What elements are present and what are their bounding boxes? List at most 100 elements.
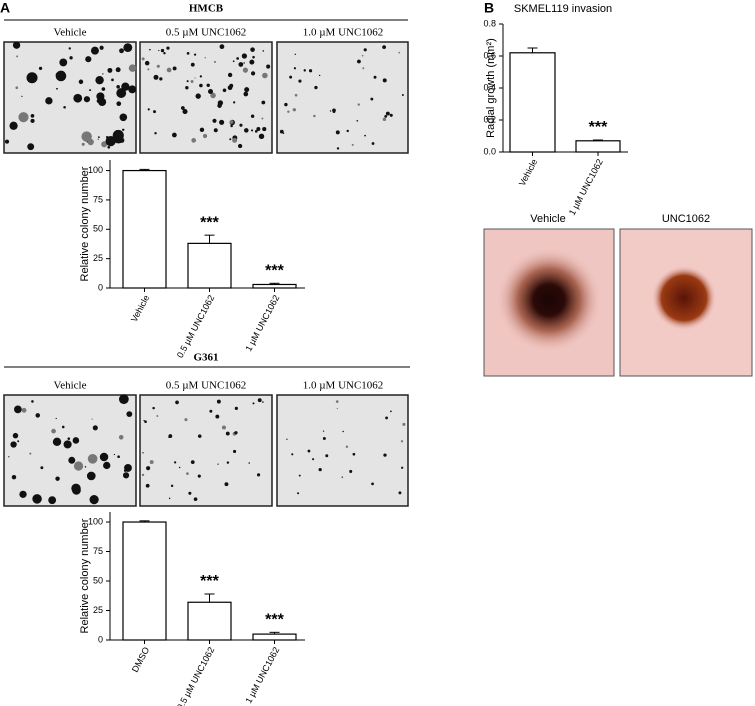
colony xyxy=(216,399,221,404)
colony xyxy=(96,92,105,101)
chart-title: SKMEL119 invasion xyxy=(514,3,612,15)
colony xyxy=(229,120,234,124)
column-label: 1.0 µM UNC1062 xyxy=(303,27,384,39)
colony xyxy=(233,101,236,104)
colony xyxy=(55,72,61,78)
y-tick-label: 0.4 xyxy=(483,82,496,92)
colony xyxy=(318,74,321,77)
colony xyxy=(213,60,217,64)
colony xyxy=(390,410,392,413)
colony xyxy=(159,77,163,81)
colony xyxy=(190,62,195,67)
colony xyxy=(40,466,44,470)
colony xyxy=(8,456,10,458)
colony xyxy=(113,453,115,456)
colony xyxy=(56,87,58,90)
x-tick-label: 1 µM UNC1062 xyxy=(243,645,281,705)
colony xyxy=(212,118,217,123)
colony xyxy=(175,400,179,405)
colony xyxy=(9,121,18,130)
colony xyxy=(400,440,404,443)
colony xyxy=(257,398,262,403)
colony xyxy=(190,79,194,83)
colony xyxy=(297,492,300,495)
colony xyxy=(254,129,258,133)
significance: *** xyxy=(200,573,219,590)
colony xyxy=(199,83,203,88)
colony xyxy=(314,85,318,90)
colony xyxy=(336,147,340,150)
colony xyxy=(86,471,96,481)
colony xyxy=(401,466,404,469)
colony xyxy=(115,67,121,73)
colony xyxy=(383,453,387,457)
bar xyxy=(252,283,297,289)
colony xyxy=(303,69,306,72)
colony xyxy=(51,428,56,434)
colony xyxy=(204,57,207,59)
colony-image xyxy=(139,41,273,154)
colony xyxy=(118,394,129,405)
colony xyxy=(99,45,104,50)
bar xyxy=(509,52,556,153)
column-label: 1.0 µM UNC1062 xyxy=(303,380,384,392)
colony xyxy=(111,78,114,82)
column-label: 0.5 µM UNC1062 xyxy=(166,380,247,392)
colony xyxy=(73,93,83,103)
y-axis-label: Radial growth (mm²) xyxy=(485,38,497,138)
significance: *** xyxy=(589,119,608,136)
colony xyxy=(190,460,195,465)
colony xyxy=(68,47,71,50)
colony xyxy=(244,128,249,133)
colony xyxy=(45,97,53,105)
colony xyxy=(147,68,150,71)
colony xyxy=(186,51,190,55)
colony xyxy=(243,91,249,97)
colony xyxy=(119,113,128,122)
colony xyxy=(128,85,137,94)
colony xyxy=(83,96,91,103)
colony xyxy=(342,430,344,433)
colony xyxy=(229,83,234,88)
colony xyxy=(357,103,360,106)
colony xyxy=(11,474,17,480)
colony xyxy=(121,82,130,91)
colony xyxy=(97,136,100,139)
colony xyxy=(55,476,60,481)
colony xyxy=(229,138,232,141)
colony xyxy=(92,425,98,431)
colony xyxy=(248,462,250,464)
colony-image xyxy=(276,41,409,154)
bar xyxy=(122,169,167,289)
colony xyxy=(78,79,84,85)
colony xyxy=(293,67,297,70)
colony xyxy=(361,54,364,57)
significance: *** xyxy=(265,263,284,280)
colony xyxy=(243,62,245,64)
x-tick-label: Vehicle xyxy=(517,157,539,187)
colony xyxy=(180,106,185,110)
spheroid xyxy=(652,266,716,330)
y-tick-label: 0.2 xyxy=(483,114,496,124)
x-tick-label: 0.5 µM UNC1062 xyxy=(175,645,217,706)
y-tick-label: 75 xyxy=(93,194,103,204)
colony xyxy=(336,407,338,410)
colony xyxy=(230,124,233,128)
colony-image xyxy=(276,394,409,507)
colony xyxy=(335,400,339,403)
colony xyxy=(119,48,124,54)
colony xyxy=(345,445,349,448)
colony xyxy=(147,108,150,111)
column-label: Vehicle xyxy=(54,27,87,39)
image-label: UNC1062 xyxy=(662,213,710,225)
colony xyxy=(191,138,197,143)
y-tick-label: 100 xyxy=(88,516,103,526)
colony xyxy=(242,67,249,73)
colony xyxy=(158,49,160,52)
colony xyxy=(227,72,233,78)
y-axis-label: Relative colony number xyxy=(79,166,91,281)
colony xyxy=(370,97,374,101)
colony xyxy=(71,483,81,494)
colony xyxy=(16,407,19,410)
colony xyxy=(329,110,332,112)
